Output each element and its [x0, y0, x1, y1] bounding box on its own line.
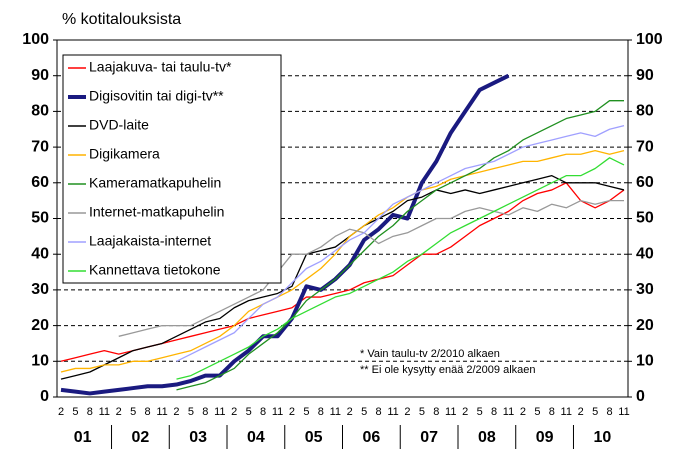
x-tick-label: 8	[87, 406, 93, 418]
y-axis-label: % kotitalouksista	[62, 11, 181, 28]
year-label: 09	[536, 429, 554, 446]
x-tick-label: 5	[303, 406, 309, 418]
x-tick-label: 5	[534, 406, 540, 418]
y-tick-label: 20	[31, 317, 49, 334]
x-tick-label: 8	[145, 406, 151, 418]
x-tick-label: 5	[419, 406, 425, 418]
y-tick-label: 50	[31, 210, 49, 227]
series-line	[60, 73, 510, 396]
x-tick-label: 2	[578, 406, 584, 418]
x-tick-label: 5	[477, 406, 483, 418]
x-tick-label: 8	[607, 406, 613, 418]
x-tick-label: 5	[246, 406, 252, 418]
x-tick-label: 2	[462, 406, 468, 418]
x-tick-label: 8	[260, 406, 266, 418]
x-tick-label: 2	[520, 406, 526, 418]
y-tick-label: 60	[31, 174, 49, 191]
x-tick-label: 11	[156, 406, 167, 418]
y2-tick-label: 40	[636, 245, 654, 262]
year-label: 01	[74, 429, 92, 446]
series-line	[176, 157, 625, 380]
x-tick-label: 11	[561, 406, 572, 418]
x-tick-label: 8	[376, 406, 382, 418]
x-tick-label: 11	[272, 406, 283, 418]
x-tick-label: 11	[618, 406, 629, 418]
x-tick-label: 5	[72, 406, 78, 418]
series-line	[176, 125, 625, 362]
y-tick-label: 40	[31, 245, 49, 262]
legend-label: Digisovitin tai digi-tv**	[89, 88, 224, 104]
y2-tick-label: 80	[636, 103, 654, 120]
x-tick-label: 2	[58, 406, 64, 418]
series-line	[176, 100, 624, 391]
x-tick-label: 5	[130, 406, 136, 418]
y2-tick-label: 90	[636, 67, 654, 84]
year-label: 08	[478, 429, 496, 446]
y-tick-label: 10	[31, 353, 49, 370]
legend-label: Kameramatkapuhelin	[89, 175, 221, 191]
y2-tick-label: 20	[636, 317, 654, 334]
y-tick-label: 100	[22, 31, 49, 48]
x-tick-label: 8	[491, 406, 497, 418]
y-tick-label: 0	[40, 388, 49, 405]
x-tick-label: 11	[503, 406, 514, 418]
year-label: 03	[189, 429, 207, 446]
note: * Vain taulu-tv 2/2010 alkaen	[360, 348, 500, 360]
x-tick-label: 11	[330, 406, 341, 418]
x-tick-label: 2	[231, 406, 237, 418]
y-tick-label: 90	[31, 67, 49, 84]
y-tick-label: 70	[31, 138, 49, 155]
year-label: 04	[247, 429, 265, 446]
y2-tick-label: 70	[636, 138, 654, 155]
x-tick-label: 8	[318, 406, 324, 418]
x-tick-label: 2	[116, 406, 122, 418]
series-line	[118, 200, 624, 337]
note: ** Ei ole kysytty enää 2/2009 alkaen	[360, 364, 536, 376]
x-tick-label: 11	[387, 406, 398, 418]
x-tick-label: 11	[445, 406, 456, 418]
legend-label: DVD-laite	[89, 117, 149, 133]
year-label: 06	[362, 429, 380, 446]
x-tick-label: 11	[214, 406, 225, 418]
y-tick-label: 80	[31, 103, 49, 120]
legend-label: Internet-matkapuhelin	[89, 204, 224, 220]
y2-tick-label: 30	[636, 281, 654, 298]
x-tick-label: 5	[361, 406, 367, 418]
x-tick-label: 2	[347, 406, 353, 418]
y-tick-label: 30	[31, 281, 49, 298]
year-label: 05	[305, 429, 323, 446]
year-label: 10	[593, 429, 611, 446]
legend-box	[62, 54, 282, 284]
x-tick-label: 8	[433, 406, 439, 418]
y2-tick-label: 50	[636, 210, 654, 227]
x-tick-label: 5	[592, 406, 598, 418]
y2-tick-label: 10	[636, 353, 654, 370]
year-label: 07	[420, 429, 438, 446]
x-tick-label: 5	[188, 406, 194, 418]
x-tick-label: 8	[202, 406, 208, 418]
x-tick-label: 2	[173, 406, 179, 418]
y2-tick-label: 0	[636, 388, 645, 405]
x-tick-label: 8	[549, 406, 555, 418]
legend-label: Kannettava tietokone	[89, 262, 221, 278]
x-tick-label: 11	[99, 406, 110, 418]
legend-label: Digikamera	[89, 146, 160, 162]
year-label: 02	[131, 429, 149, 446]
x-tick-label: 2	[404, 406, 410, 418]
y2-tick-label: 60	[636, 174, 654, 191]
series-line	[60, 175, 625, 380]
y2-tick-label: 100	[636, 31, 663, 48]
legend-label: Laajakuva- tai taulu-tv*	[89, 59, 232, 75]
x-tick-label: 2	[289, 406, 295, 418]
legend-label: Laajakaista-internet	[89, 233, 211, 249]
